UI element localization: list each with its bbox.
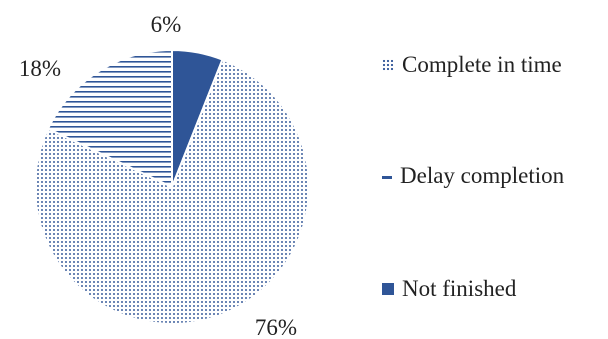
legend-swatch-lines — [382, 175, 392, 179]
slice-delay-completion — [46, 48, 173, 189]
legend: Complete in time Delay completion Not fi… — [382, 0, 608, 339]
slice-label-18: 18% — [19, 56, 61, 81]
slice-label-76: 76% — [255, 315, 297, 339]
legend-item-not-finished: Not finished — [382, 276, 516, 302]
legend-label: Delay completion — [400, 163, 565, 188]
slice-complete-in-time — [34, 58, 311, 325]
slice-label-6: 6% — [151, 12, 182, 37]
legend-item-complete-in-time: Complete in time — [382, 52, 562, 78]
legend-label: Complete in time — [402, 52, 562, 77]
legend-item-delay-completion: Delay completion — [382, 163, 564, 189]
legend-label: Not finished — [402, 276, 517, 301]
legend-swatch-dots — [382, 59, 394, 71]
legend-swatch-solid — [382, 283, 394, 295]
